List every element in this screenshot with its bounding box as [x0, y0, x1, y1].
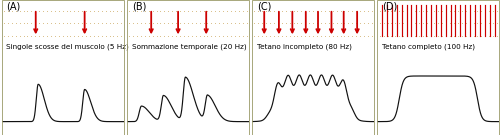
Text: (D): (D) [382, 1, 397, 11]
Text: Tetano completo (100 Hz): Tetano completo (100 Hz) [382, 43, 475, 50]
Text: (A): (A) [7, 1, 21, 11]
Text: (B): (B) [132, 1, 146, 11]
Text: (C): (C) [257, 1, 271, 11]
Text: Tetano incompleto (80 Hz): Tetano incompleto (80 Hz) [257, 43, 352, 50]
Text: Sommazione temporale (20 Hz): Sommazione temporale (20 Hz) [132, 43, 246, 50]
Text: Singole scosse del muscolo (5 Hz): Singole scosse del muscolo (5 Hz) [7, 43, 129, 50]
